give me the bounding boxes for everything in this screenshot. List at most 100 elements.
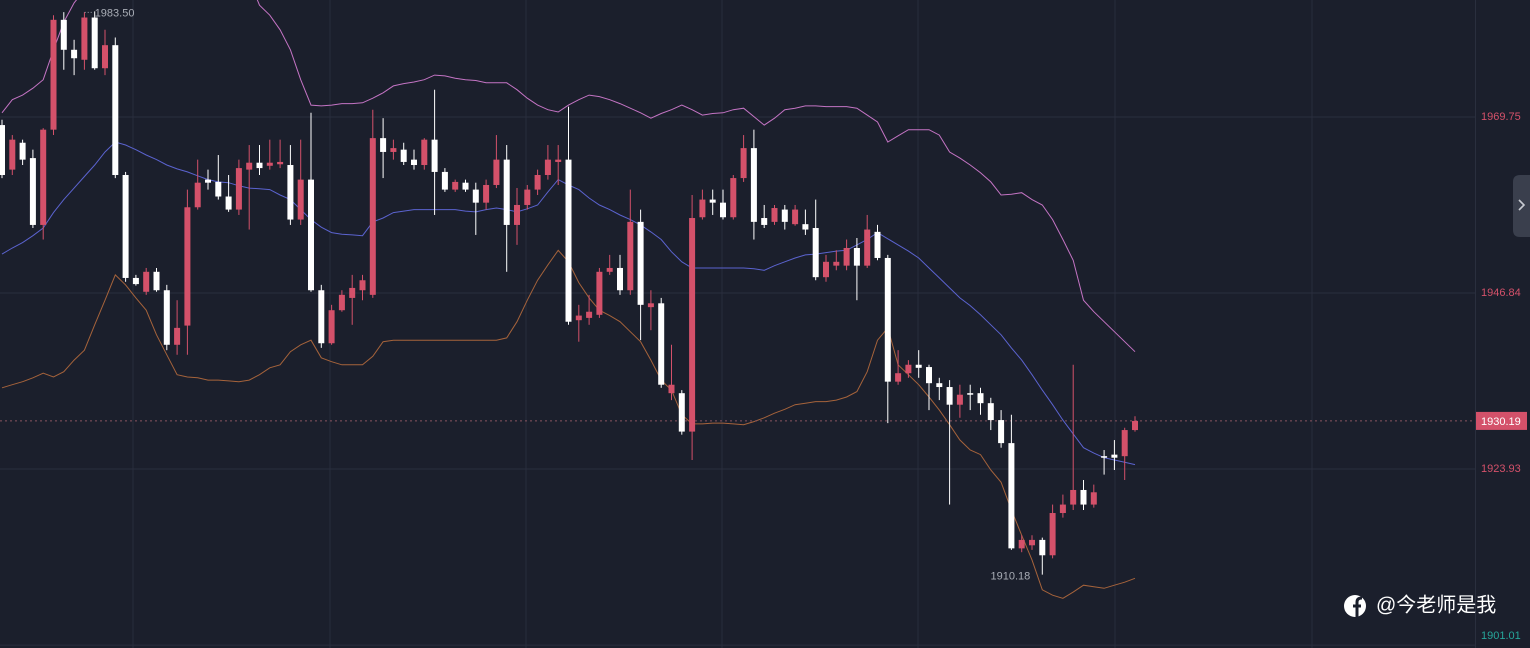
candle-body bbox=[225, 196, 232, 210]
candle-body bbox=[431, 139, 438, 172]
candle-body bbox=[895, 373, 902, 382]
candle-body bbox=[235, 168, 242, 210]
candle-body bbox=[658, 303, 665, 385]
candle-body bbox=[441, 171, 448, 190]
candle-body bbox=[750, 148, 757, 222]
candle-body bbox=[102, 45, 108, 69]
candle-body bbox=[19, 142, 26, 160]
candle-body bbox=[153, 271, 160, 291]
candle-body bbox=[1132, 420, 1138, 431]
candle-body bbox=[91, 17, 98, 69]
candle-body bbox=[740, 148, 747, 179]
candle-body bbox=[874, 231, 881, 258]
candle-body bbox=[483, 184, 490, 203]
candle-body bbox=[122, 175, 129, 278]
candle-body bbox=[174, 327, 181, 345]
candle-body bbox=[1018, 539, 1025, 549]
candle-body bbox=[1049, 513, 1056, 556]
candle-body bbox=[318, 290, 325, 344]
candle-body bbox=[678, 393, 685, 432]
candle-body bbox=[215, 181, 222, 197]
candle-body bbox=[50, 19, 57, 130]
side-panel-toggle[interactable] bbox=[1513, 175, 1530, 237]
candle-body bbox=[503, 159, 510, 225]
candle-body bbox=[256, 162, 263, 169]
candle-body bbox=[987, 403, 994, 421]
candle-body bbox=[555, 159, 562, 162]
grid bbox=[132, 0, 1476, 648]
candle-body bbox=[647, 303, 654, 308]
candle-body bbox=[606, 267, 613, 272]
candle-body bbox=[915, 364, 922, 368]
candle-body bbox=[946, 387, 953, 405]
candle-body bbox=[761, 218, 768, 225]
candle-body bbox=[297, 179, 304, 220]
candle-body bbox=[493, 159, 500, 185]
candle-body bbox=[411, 159, 417, 166]
candle-body bbox=[905, 364, 912, 374]
indicator-line bbox=[1, 0, 1136, 353]
candle-body bbox=[720, 202, 726, 218]
candle-body bbox=[1029, 539, 1035, 546]
candle-body bbox=[359, 280, 366, 291]
candle-body bbox=[884, 257, 891, 382]
watermark: @今老师是我 bbox=[1344, 593, 1496, 617]
annotation-label: 1983.50 bbox=[95, 7, 135, 19]
candle-body bbox=[287, 165, 294, 220]
candle-body bbox=[1070, 489, 1077, 505]
candle-body bbox=[977, 393, 984, 404]
candle-body bbox=[586, 311, 593, 318]
candle-body bbox=[864, 229, 871, 266]
candle-body bbox=[967, 393, 974, 395]
candle-body bbox=[936, 383, 943, 388]
candle-body bbox=[0, 125, 5, 176]
plot-area: 1983.50 1910.18 bbox=[0, 0, 1475, 646]
candle-body bbox=[853, 247, 860, 266]
y-tick-label: 1901.01 bbox=[1481, 630, 1521, 642]
candle-body bbox=[349, 287, 356, 298]
candle-body bbox=[637, 221, 644, 305]
candle-body bbox=[812, 228, 819, 278]
y-tick-label: 1923.93 bbox=[1481, 463, 1521, 475]
candle-body bbox=[823, 261, 829, 278]
candle-body bbox=[627, 221, 634, 291]
last-price-label: 1930.19 bbox=[1481, 416, 1521, 428]
candle-body bbox=[1080, 489, 1087, 505]
candle-body bbox=[246, 162, 253, 170]
candle-body bbox=[143, 271, 150, 292]
candle-body bbox=[184, 207, 191, 326]
candle-body bbox=[163, 290, 170, 345]
candle-body bbox=[1039, 539, 1046, 556]
candle-body bbox=[699, 199, 706, 218]
candle-body bbox=[308, 179, 314, 291]
candle-body bbox=[771, 208, 778, 222]
candle-body bbox=[843, 247, 850, 266]
watermark-text: @今老师是我 bbox=[1376, 593, 1496, 616]
candle-body bbox=[112, 45, 119, 176]
candle-body bbox=[400, 149, 407, 162]
annotation-label: 1910.18 bbox=[991, 571, 1031, 583]
candle-body bbox=[60, 19, 67, 50]
candle-body bbox=[1008, 443, 1015, 549]
candle-body bbox=[1111, 454, 1118, 458]
candle-body bbox=[689, 218, 696, 432]
candle-body bbox=[709, 199, 716, 203]
side-panel-button[interactable] bbox=[1513, 175, 1530, 237]
candle-body bbox=[369, 138, 376, 295]
chevron-icon bbox=[1518, 199, 1526, 211]
candle-body bbox=[380, 138, 387, 152]
candle-body bbox=[544, 159, 551, 176]
candle-body bbox=[472, 189, 479, 203]
candle-body bbox=[514, 204, 520, 225]
price-axis: 1969.75 1946.84 1923.93 1901.01 1930.19 bbox=[1476, 111, 1527, 642]
candle-body bbox=[205, 179, 211, 183]
candle-body bbox=[730, 178, 737, 218]
candle-body bbox=[1090, 492, 1097, 505]
last-price-tag bbox=[1476, 411, 1527, 430]
y-tick-label: 1946.84 bbox=[1481, 287, 1521, 299]
candle-body bbox=[194, 182, 201, 208]
candle-body bbox=[328, 310, 335, 344]
candle-body bbox=[40, 129, 47, 225]
